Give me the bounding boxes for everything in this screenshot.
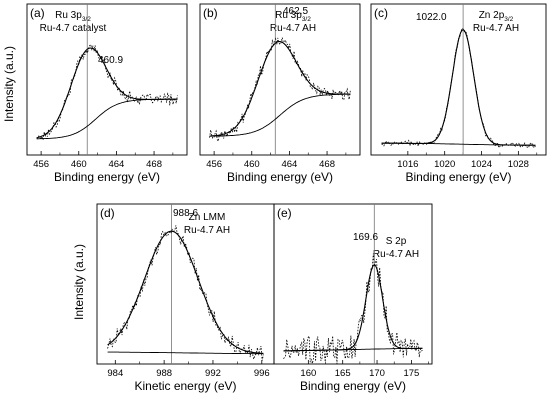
x-tick-label: 460 [71, 159, 87, 170]
x-tick-label: 464 [108, 159, 124, 170]
panel-sample: Ru-4.7 AH [373, 249, 419, 260]
x-axis-label: Binding energy (eV) [405, 170, 511, 184]
ylabel-bottom: Intensity (a.u.) [72, 244, 86, 320]
peak-label: 1022.0 [416, 12, 447, 23]
x-tick-label: 996 [254, 368, 270, 379]
plot-frame [26, 3, 188, 156]
x-tick-label: 460 [244, 159, 260, 170]
panel-label: (c) [374, 6, 388, 20]
panel-title: Zn 2p3/2 [479, 10, 514, 23]
panel-label: (b) [203, 6, 218, 20]
title-subscript: 3/2 [82, 16, 91, 23]
x-tick-label: 1024 [471, 159, 492, 170]
title-main: Ru 3p [55, 10, 82, 21]
title-main: S 2p [386, 236, 407, 247]
x-tick-label: 1020 [434, 159, 455, 170]
fit-curve [381, 29, 536, 146]
panel-sample: Ru-4.7 AH [473, 23, 519, 34]
background-line [107, 351, 264, 355]
panel-title: Ru 3p3/2 [55, 10, 91, 23]
x-tick-label: 984 [107, 368, 123, 379]
plot-frame [370, 3, 547, 156]
raw-data-series [283, 253, 423, 364]
x-axis-label: Kinetic energy (eV) [134, 379, 236, 393]
panel-title: S 2p [386, 236, 407, 247]
raw-data-series [36, 43, 178, 141]
peak-label: 460.9 [98, 55, 123, 66]
x-tick-label: 992 [205, 368, 221, 379]
x-tick-label: 464 [281, 159, 297, 170]
plot-frame [273, 203, 433, 365]
raw-data-series [209, 37, 351, 143]
fit-curve [283, 264, 423, 352]
raw-data-series [381, 27, 536, 149]
x-axis-label: Binding energy (eV) [227, 170, 333, 184]
x-tick-label: 1016 [397, 159, 418, 170]
title-main: Zn LMM [189, 212, 226, 223]
peak-label: 988.6 [173, 208, 198, 219]
x-tick-label: 468 [146, 159, 162, 170]
peak-label: 462.5 [283, 6, 308, 17]
panel-label: (a) [30, 6, 45, 20]
x-tick-label: 988 [156, 368, 172, 379]
x-tick-label: 456 [206, 159, 222, 170]
x-tick-label: 468 [319, 159, 335, 170]
ylabel-top: Intensity (a.u.) [2, 46, 16, 122]
x-tick-label: 175 [403, 368, 419, 379]
fit-curve [107, 230, 264, 354]
panel-label: (e) [277, 206, 292, 220]
title-main: Ru 3p [275, 10, 302, 21]
panel-d: 984 988 992 996 Kinetic energy (eV) (d) Zn LMM… [96, 203, 275, 393]
x-tick-label: 170 [369, 368, 385, 379]
panel-title: Ru 3p3/2 [275, 10, 311, 23]
peak-label: 169.6 [353, 232, 378, 243]
x-axis-label: Binding energy (eV) [54, 170, 160, 184]
panel-sample: Ru-4.7 AH [184, 225, 230, 236]
fit-curve [36, 47, 178, 139]
panel-label: (d) [100, 206, 115, 220]
panel-title: Zn LMM [189, 212, 226, 223]
x-axis-label: Binding energy (eV) [300, 379, 406, 393]
x-tick-label: 160 [300, 368, 316, 379]
title-subscript: 3/2 [302, 16, 311, 23]
x-tick-label: 165 [335, 368, 351, 379]
title-subscript: 3/2 [504, 16, 513, 23]
title-main: Zn 2p [479, 10, 505, 21]
x-tick-label: 456 [33, 159, 49, 170]
x-tick-label: 1028 [508, 159, 529, 170]
background-line [209, 93, 351, 137]
fit-curve [209, 41, 351, 137]
panel-sample: Ru-4.7 AH [270, 23, 316, 34]
plot-frame [199, 3, 361, 156]
panel-sample: Ru-4.7 catalyst [40, 23, 107, 34]
